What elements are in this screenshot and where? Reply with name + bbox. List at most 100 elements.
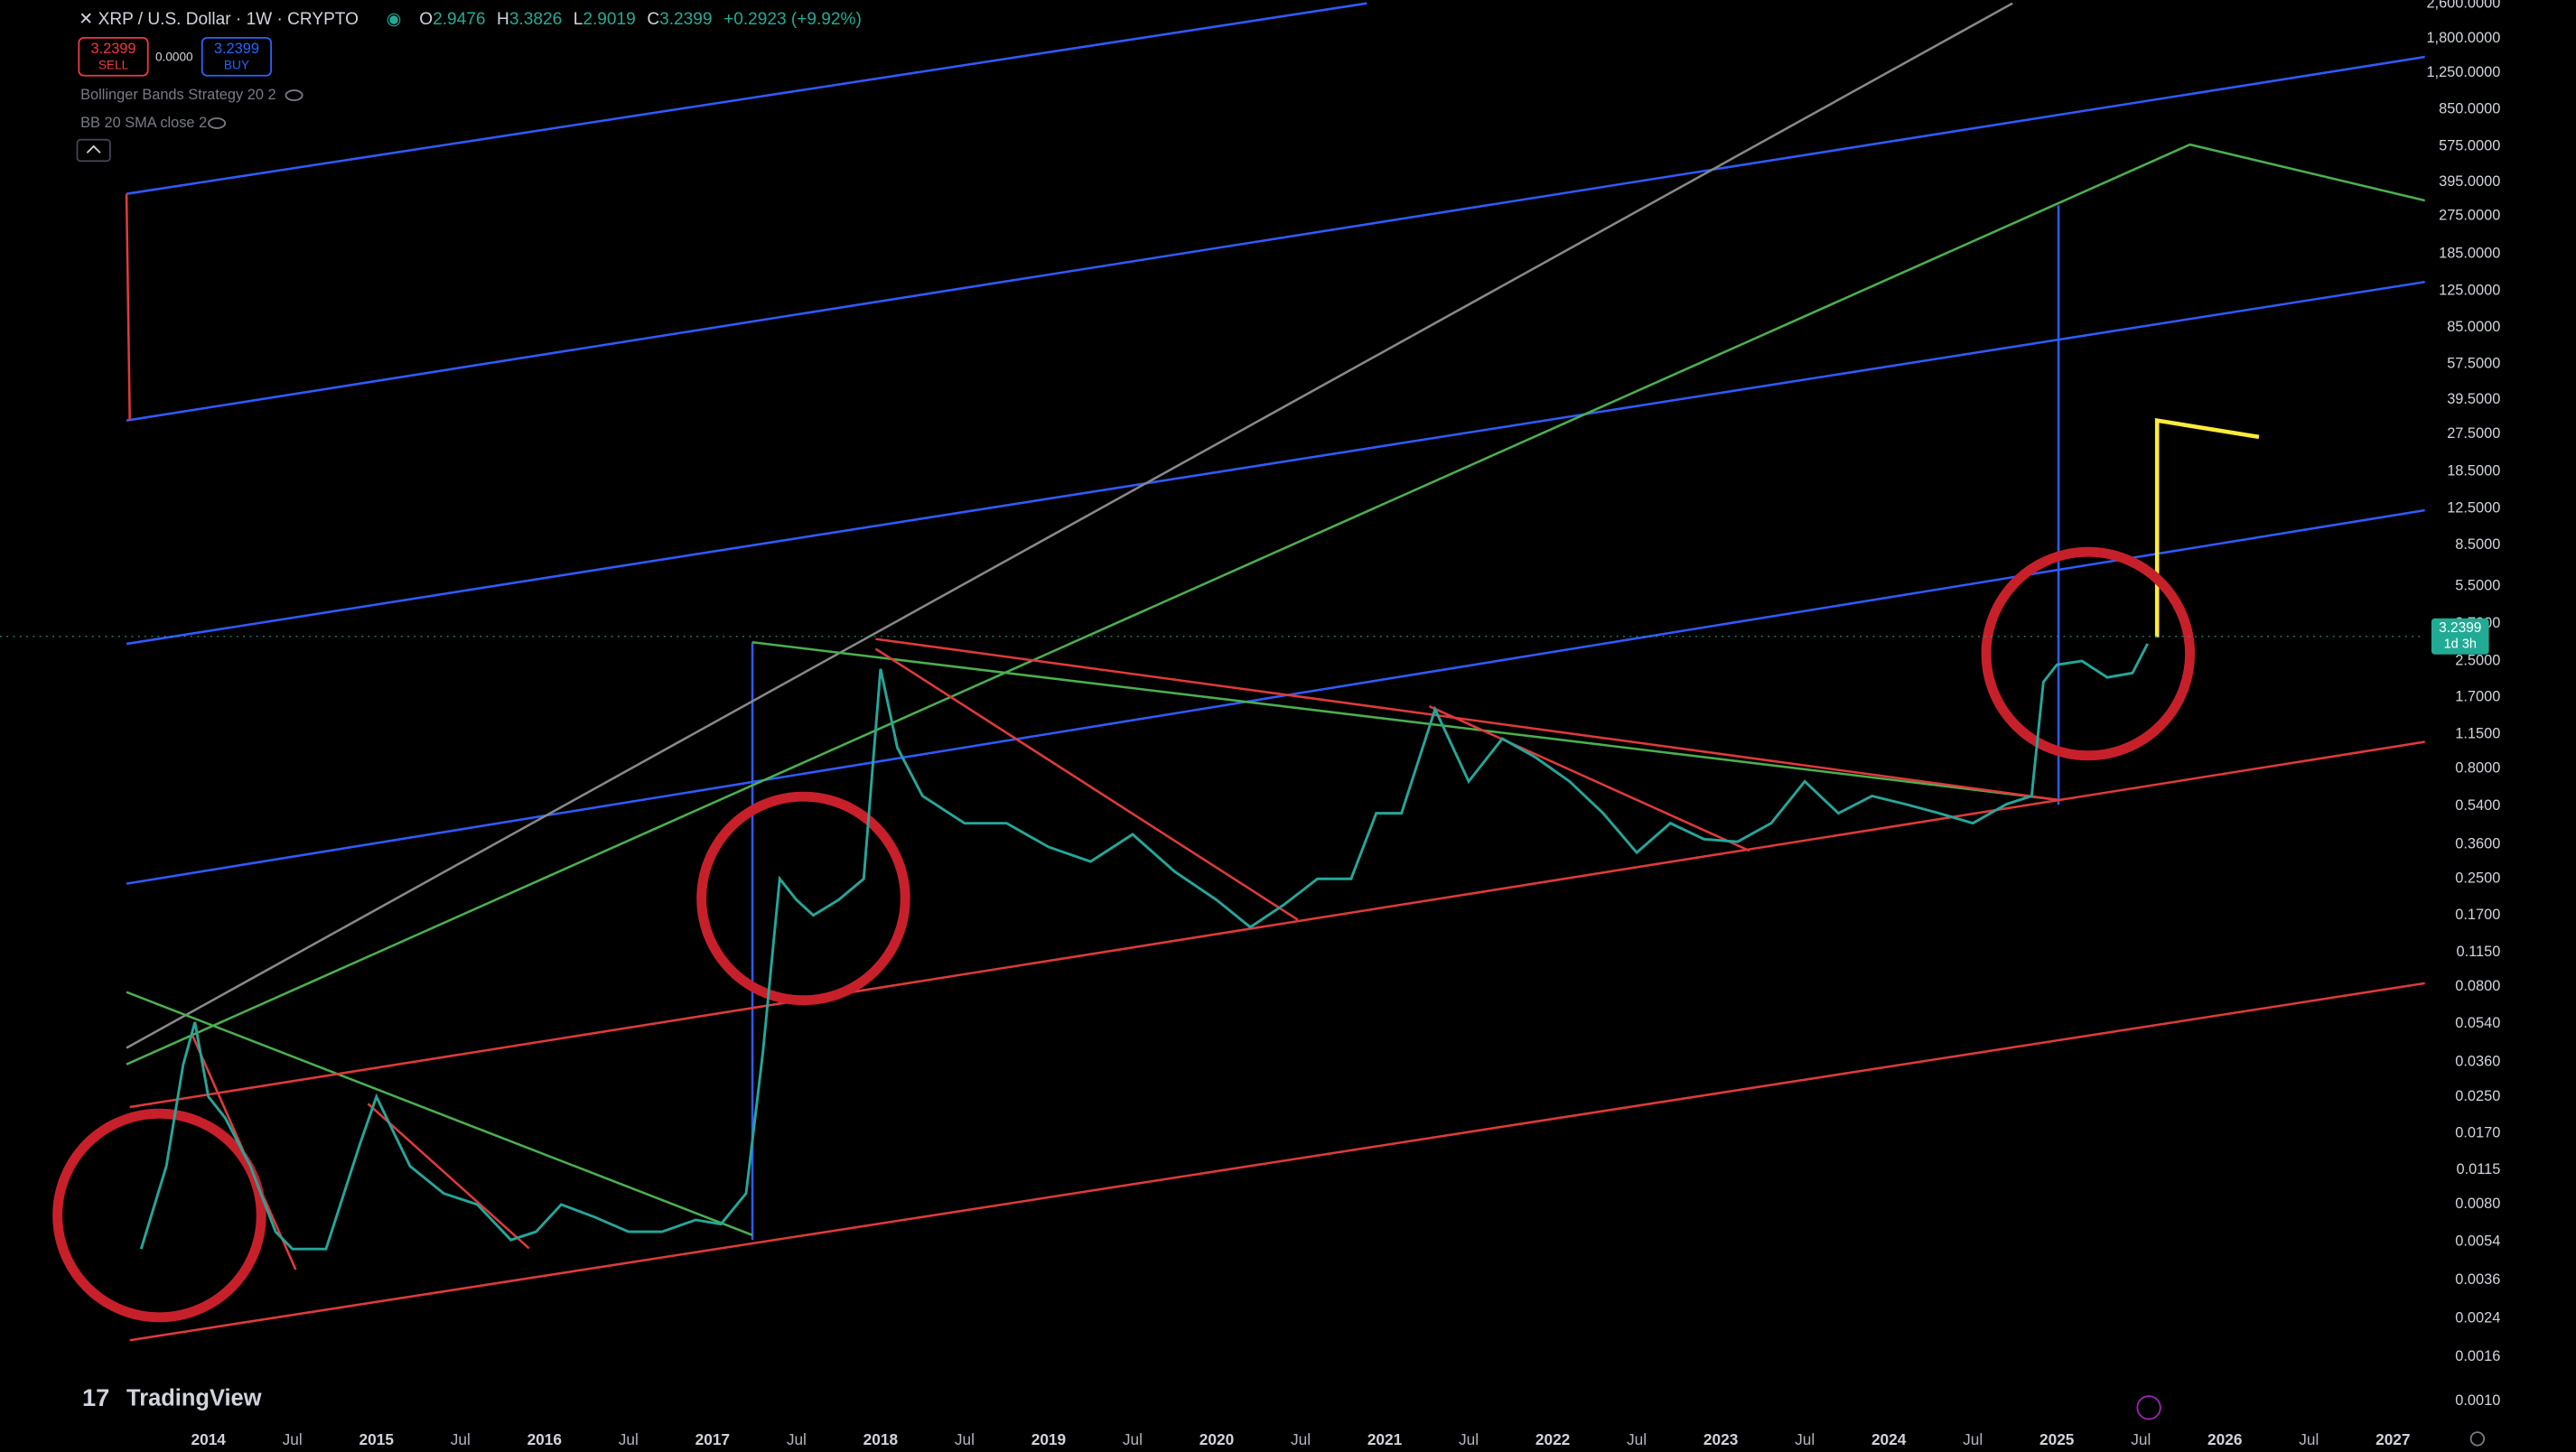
x-tick-label: 2023 — [1703, 1430, 1738, 1448]
y-tick-label: 0.1150 — [2457, 944, 2501, 960]
y-tick-label: 0.2500 — [2455, 870, 2500, 887]
y-tick-label: 185.0000 — [2439, 245, 2500, 261]
collapse-icon[interactable] — [86, 144, 101, 154]
y-tick-label: 57.5000 — [2447, 356, 2500, 372]
trend-line — [126, 991, 753, 1237]
collapse-button[interactable] — [76, 138, 111, 163]
y-tick-label: 0.0170 — [2455, 1124, 2500, 1140]
y-tick-label: 0.0054 — [2455, 1233, 2500, 1249]
trend-line — [129, 981, 2432, 1342]
price-line — [139, 643, 2149, 1251]
ohlc-value: 2.9019 — [583, 10, 635, 29]
trend-line — [367, 1103, 530, 1250]
alert-icon[interactable] — [2136, 1395, 2161, 1420]
x-tick-label: 2015 — [359, 1430, 395, 1448]
buy-price[interactable]: 3.2399 — [214, 41, 259, 57]
indicator-label[interactable]: Bollinger Bands Strategy 20 2 — [80, 87, 275, 103]
price-tag-countdown: 1d 3h — [2444, 638, 2477, 652]
price-axis — [2424, 0, 2576, 1423]
x-tick-label: 2026 — [2207, 1430, 2242, 1448]
sell-button[interactable]: 3.2399 SELL — [78, 36, 149, 77]
x-tick-label: 2025 — [2039, 1430, 2075, 1448]
trend-line — [126, 507, 2432, 885]
y-tick-label: 0.0540 — [2455, 1015, 2500, 1031]
y-tick-label: 395.0000 — [2439, 173, 2500, 190]
trend-line — [126, 279, 2432, 646]
x-tick-label: 2020 — [1199, 1430, 1234, 1448]
sell-box[interactable] — [78, 36, 149, 77]
x-tick-label: 2019 — [1031, 1430, 1066, 1448]
sell-label[interactable]: SELL — [98, 58, 129, 71]
highlight-circle — [1981, 546, 2196, 761]
ohlc-value: 2.9476 — [433, 10, 485, 29]
price-tag — [2431, 618, 2489, 655]
trend-line — [126, 2, 2013, 1049]
y-tick-label: 0.0800 — [2455, 978, 2500, 994]
trend-line — [875, 638, 2059, 802]
y-tick-label: 0.0115 — [2457, 1161, 2501, 1177]
y-tick-label: 5.5000 — [2455, 578, 2500, 594]
y-tick-label: 2,600.0000 — [2426, 0, 2500, 11]
eye-icon[interactable] — [208, 117, 227, 129]
trend-line — [126, 2, 1367, 195]
buy-box[interactable] — [201, 36, 273, 77]
eye-icon[interactable] — [285, 89, 303, 101]
ohlc-value: 3.2399 — [659, 10, 712, 29]
y-tick-label: 0.3600 — [2455, 835, 2500, 852]
y-tick-label: 85.0000 — [2447, 319, 2500, 335]
trend-line — [129, 740, 2432, 1109]
buy-button[interactable]: 3.2399 BUY — [201, 36, 273, 77]
trend-line — [125, 193, 131, 421]
y-tick-label: 0.8000 — [2455, 760, 2500, 777]
ohlc-change: +0.2923 (+9.92%) — [723, 10, 862, 29]
x-tick-label: 2018 — [863, 1430, 899, 1448]
buy-label[interactable]: BUY — [224, 58, 249, 71]
y-tick-label: 125.0000 — [2439, 282, 2500, 298]
ohlc-label: L — [574, 10, 583, 29]
x-tick-label: Jul — [787, 1430, 807, 1448]
y-tick-label: 275.0000 — [2439, 208, 2500, 224]
sell-price[interactable]: 3.2399 — [90, 41, 135, 57]
trend-line — [1428, 705, 1750, 852]
x-tick-label: Jul — [1123, 1430, 1143, 1448]
y-tick-label: 1.7000 — [2455, 689, 2500, 705]
x-tick-label: Jul — [1459, 1430, 1479, 1448]
trend-line — [126, 54, 2432, 422]
y-tick-label: 1,800.0000 — [2426, 30, 2500, 46]
status-dot: ◉ — [387, 10, 402, 29]
x-tick-label: Jul — [1627, 1430, 1647, 1448]
ohlc-label: C — [647, 10, 659, 29]
x-tick-label: Jul — [1963, 1430, 1983, 1448]
y-tick-label: 2.5000 — [2455, 652, 2500, 668]
y-tick-label: 0.0024 — [2455, 1309, 2500, 1326]
indicator-label[interactable]: BB 20 SMA close 2 — [80, 115, 207, 131]
x-tick-label: 2014 — [191, 1430, 226, 1448]
x-tick-label: 2027 — [2375, 1430, 2410, 1448]
trend-line — [751, 640, 2059, 802]
ohlc-value: 3.3826 — [509, 10, 562, 29]
y-tick-label: 0.5400 — [2455, 797, 2500, 814]
settings-icon[interactable] — [2469, 1431, 2486, 1447]
y-tick-label: 575.0000 — [2439, 137, 2500, 154]
brand[interactable]: TradingView — [126, 1385, 262, 1410]
trend-line — [126, 143, 2432, 1066]
trend-line — [874, 647, 1299, 921]
logo-mark[interactable]: 17 — [82, 1383, 109, 1411]
x-tick-label: 2022 — [1535, 1430, 1570, 1448]
y-tick-label: 27.5000 — [2447, 425, 2500, 442]
y-tick-label: 850.0000 — [2439, 100, 2500, 116]
x-tick-label: Jul — [451, 1430, 471, 1448]
y-tick-label: 0.0010 — [2455, 1392, 2500, 1409]
y-tick-label: 0.0016 — [2455, 1348, 2500, 1364]
x-tick-label: Jul — [1291, 1430, 1311, 1448]
y-tick-label: 0.0360 — [2455, 1054, 2500, 1070]
symbol-icon: ✕ — [79, 10, 98, 29]
y-tick-label: 0.0250 — [2455, 1088, 2500, 1104]
y-tick-label: 18.5000 — [2447, 463, 2500, 479]
y-tick-label: 8.5000 — [2455, 536, 2500, 553]
x-tick-label: Jul — [619, 1430, 639, 1448]
y-tick-label: 0.0080 — [2455, 1196, 2500, 1212]
y-tick-label: 1.1500 — [2455, 726, 2500, 742]
